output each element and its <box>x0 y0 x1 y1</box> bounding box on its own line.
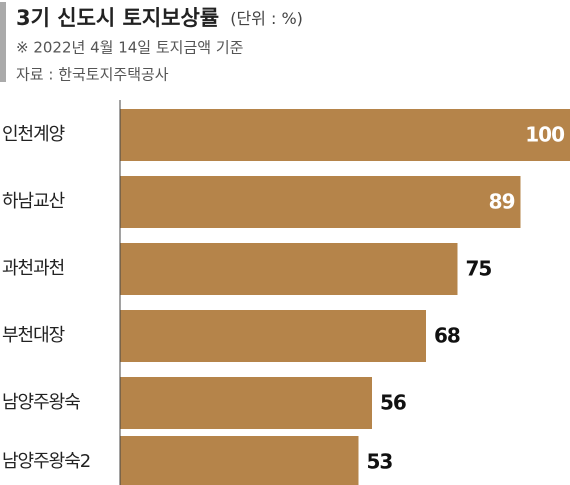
category-label: 하남교산 <box>2 191 65 212</box>
value-label: 53 <box>367 450 393 474</box>
bar <box>120 310 426 362</box>
bar <box>120 377 372 429</box>
value-label: 100 <box>525 123 564 147</box>
note: ※ 2022년 4월 14일 토지금액 기준 <box>16 39 244 57</box>
value-label: 89 <box>489 190 515 214</box>
chart-subtitle: (단위 : %) <box>230 9 303 28</box>
category-label: 과천과천 <box>2 258 64 279</box>
bar <box>120 436 359 485</box>
chart-heading: 3기 신도시 토지보상률 (단위 : %) <box>16 6 303 30</box>
value-label: 68 <box>434 324 460 348</box>
bar <box>120 176 521 228</box>
chart-title: 3기 신도시 토지보상률 <box>16 6 219 30</box>
bar <box>120 109 570 161</box>
source: 자료 : 한국토지주택공사 <box>16 66 169 84</box>
category-label: 남양주왕숙 <box>2 392 80 413</box>
category-label: 부천대장 <box>2 325 65 346</box>
bar <box>120 243 458 295</box>
category-label: 인천계양 <box>2 124 65 145</box>
category-label: 남양주왕숙2 <box>2 451 90 472</box>
value-label: 56 <box>380 391 406 415</box>
accent-bar <box>0 2 6 82</box>
value-label: 75 <box>466 257 492 281</box>
